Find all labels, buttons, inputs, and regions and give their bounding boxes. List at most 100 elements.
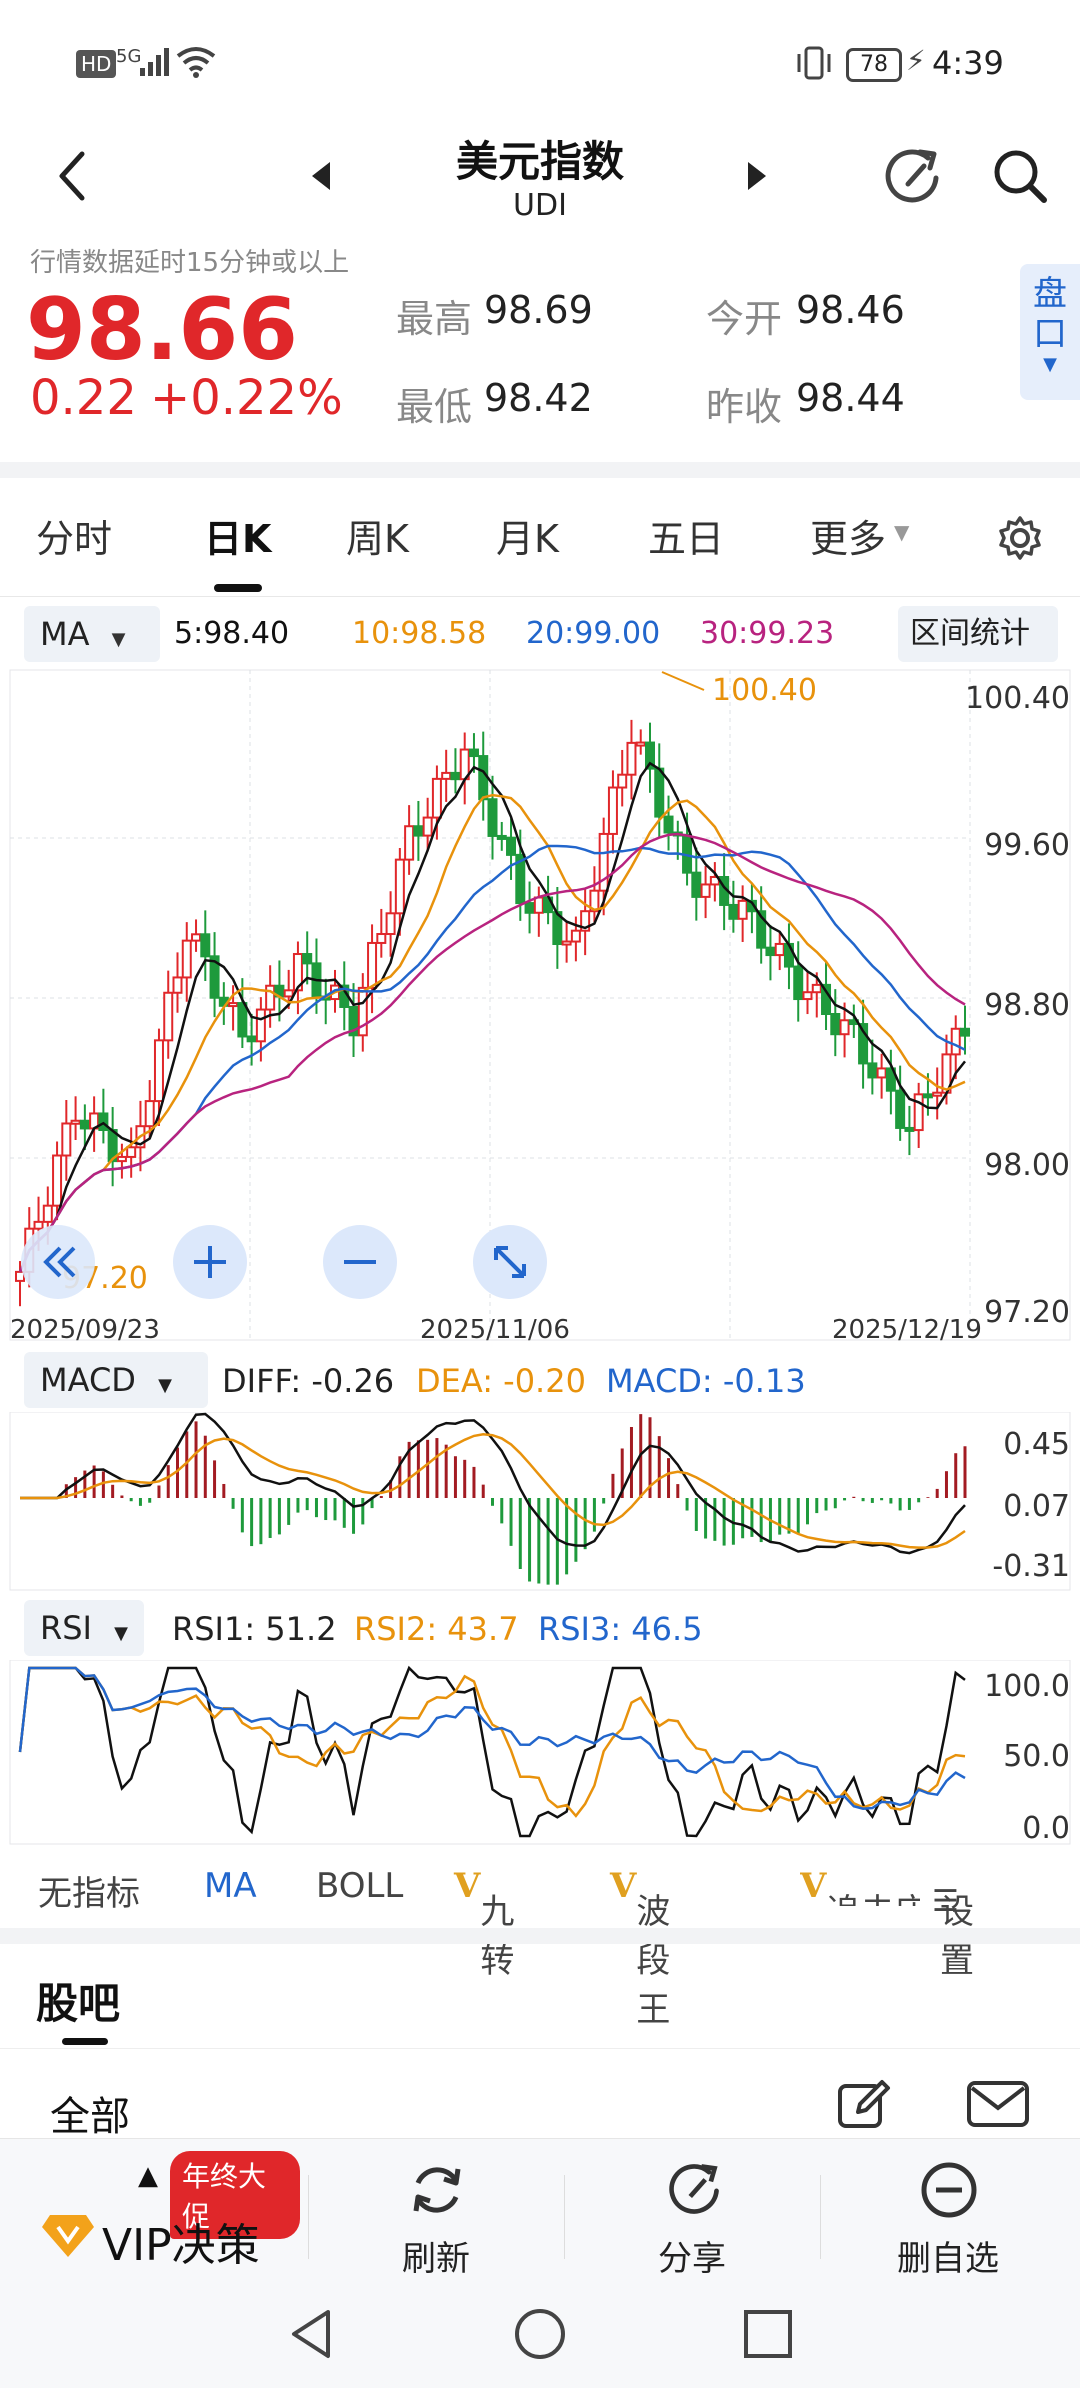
ma-selector-label: MA (40, 615, 90, 653)
tab-monthly-k[interactable]: 月K (496, 517, 559, 561)
x-tick-end: 2025/12/19 (832, 1315, 982, 1345)
macd-diff-line (20, 1412, 966, 1555)
candle (200, 910, 211, 981)
tab-weekly-k[interactable]: 周K (346, 517, 409, 561)
candle (487, 775, 498, 860)
high-label: 最高 (396, 297, 473, 341)
open-value: 98.46 (796, 288, 905, 332)
scroll-left-button[interactable] (21, 1225, 95, 1299)
indicator-zhuiji[interactable]: V追击庄 (800, 1866, 920, 1906)
candle (376, 908, 387, 958)
macd-chart[interactable]: 0.45 0.07 -0.31 (0, 1412, 1080, 1592)
low-value: 98.42 (484, 376, 593, 420)
candle (524, 881, 535, 934)
gear-icon[interactable] (996, 514, 1044, 562)
ma20-value: 20:99.00 (526, 616, 661, 651)
macd-selector-chevron-icon: ▼ (158, 1375, 172, 1396)
candle (496, 821, 507, 851)
indicator-jiuzhuan-label: 九转 (480, 1892, 515, 1981)
double-chevron-left-icon (43, 1246, 76, 1278)
indicator-jiuzhuan[interactable]: V 九转 (454, 1866, 514, 1981)
bottom-divider (564, 2175, 565, 2259)
indicator-ma[interactable]: MA (204, 1866, 257, 1906)
candles (15, 719, 970, 1307)
share-button[interactable]: 分享 (592, 2139, 792, 2289)
edit-icon[interactable] (836, 2076, 892, 2132)
back-icon[interactable] (54, 148, 90, 204)
ma5-value: 5:98.40 (174, 616, 290, 651)
candle (144, 1080, 155, 1139)
rsi-y-tick-3: 0.0 (1022, 1811, 1070, 1846)
rsi-selector[interactable]: RSI ▼ (24, 1600, 144, 1656)
y-tick-1: 100.40 (965, 681, 1070, 716)
tab-intraday[interactable]: 分时 (36, 517, 113, 561)
refresh-label: 刷新 (402, 2239, 470, 2279)
candle (607, 770, 618, 854)
y-tick-2: 99.60 (984, 828, 1070, 863)
diamond-icon (42, 2215, 94, 2257)
message-icon[interactable] (966, 2080, 1030, 2128)
kline-chart[interactable]: 100.40 99.60 98.80 98.00 97.20 2025/09/2… (0, 668, 1080, 1348)
prev-instrument-icon[interactable] (306, 156, 334, 196)
macd-legend: MACD ▼ DIFF: -0.26 DEA: -0.20 MACD: -0.1… (0, 1348, 1080, 1412)
candle (691, 847, 702, 921)
candle (960, 1005, 970, 1055)
zoom-in-button[interactable] (173, 1225, 247, 1299)
range-stats-button[interactable]: 区间统计 (898, 606, 1058, 662)
ma30-line (18, 832, 966, 1273)
pankou-button[interactable]: 盘口 ▼ (1020, 264, 1080, 400)
low-label: 最低 (396, 385, 473, 429)
macd-value: MACD: -0.13 (606, 1362, 806, 1400)
tab-more[interactable]: 更多 (810, 517, 887, 561)
candle (589, 866, 600, 923)
candle (52, 1141, 63, 1221)
rsi-chart[interactable]: 100.0 50.0 0.0 (0, 1660, 1080, 1846)
macd-selector-label: MACD (40, 1361, 136, 1399)
vip-v-icon: V (800, 1866, 827, 1906)
indicator-boduan[interactable]: V 波段王 (610, 1866, 670, 2030)
fullscreen-button[interactable] (473, 1225, 547, 1299)
candle (765, 925, 776, 981)
ma-selector[interactable]: MA ▼ (24, 606, 160, 662)
candle (506, 818, 517, 880)
indicator-boll[interactable]: BOLL (316, 1866, 404, 1906)
candle (367, 924, 378, 1014)
charging-icon: ⚡ (906, 44, 926, 77)
quote-panel: 行情数据延时15分钟或以上 98.66 0.22 +0.22% 最高 98.69… (0, 240, 1080, 440)
candle (357, 973, 368, 1052)
x-tick-start: 2025/09/23 (10, 1315, 160, 1345)
refresh-button[interactable]: 刷新 (336, 2139, 536, 2289)
kline-y-axis: 100.40 99.60 98.80 98.00 97.20 (965, 681, 1070, 1330)
nav-back-icon[interactable] (284, 2306, 340, 2362)
candle (895, 1065, 906, 1141)
zoom-out-button[interactable] (323, 1225, 397, 1299)
candle (385, 891, 396, 957)
page-subtitle: UDI (513, 188, 567, 223)
search-icon[interactable] (990, 144, 1050, 208)
ma10-line (18, 793, 966, 1273)
candle (422, 797, 433, 852)
next-instrument-icon[interactable] (744, 156, 772, 196)
indicator-none[interactable]: 无指标 (38, 1874, 140, 1914)
vip-button[interactable]: ▲ 年终大促 VIP决策 (0, 2139, 300, 2289)
active-tab-indicator (214, 584, 262, 592)
share-icon (669, 2164, 719, 2214)
guba-title[interactable]: 股吧 (36, 1979, 121, 2028)
share-circle-icon[interactable] (880, 144, 944, 208)
macd-selector[interactable]: MACD ▼ (24, 1352, 208, 1408)
refresh-icon (413, 2167, 461, 2213)
rsi-selector-label: RSI (40, 1609, 92, 1647)
remove-watchlist-button[interactable]: 删自选 (848, 2139, 1048, 2289)
high-marker: 100.40 (661, 671, 817, 708)
candle (821, 962, 832, 1031)
candle (617, 749, 628, 807)
tab-daily-k[interactable]: 日K (204, 517, 272, 561)
candle (950, 1015, 961, 1080)
rsi3-line (18, 1666, 966, 1810)
guba-filter-all[interactable]: 全部 (50, 2094, 130, 2140)
tab-five-day[interactable]: 五日 (648, 517, 725, 561)
nav-home-icon[interactable] (512, 2306, 568, 2362)
nav-recents-icon[interactable] (742, 2308, 794, 2360)
signal-label: 5G (116, 46, 142, 67)
